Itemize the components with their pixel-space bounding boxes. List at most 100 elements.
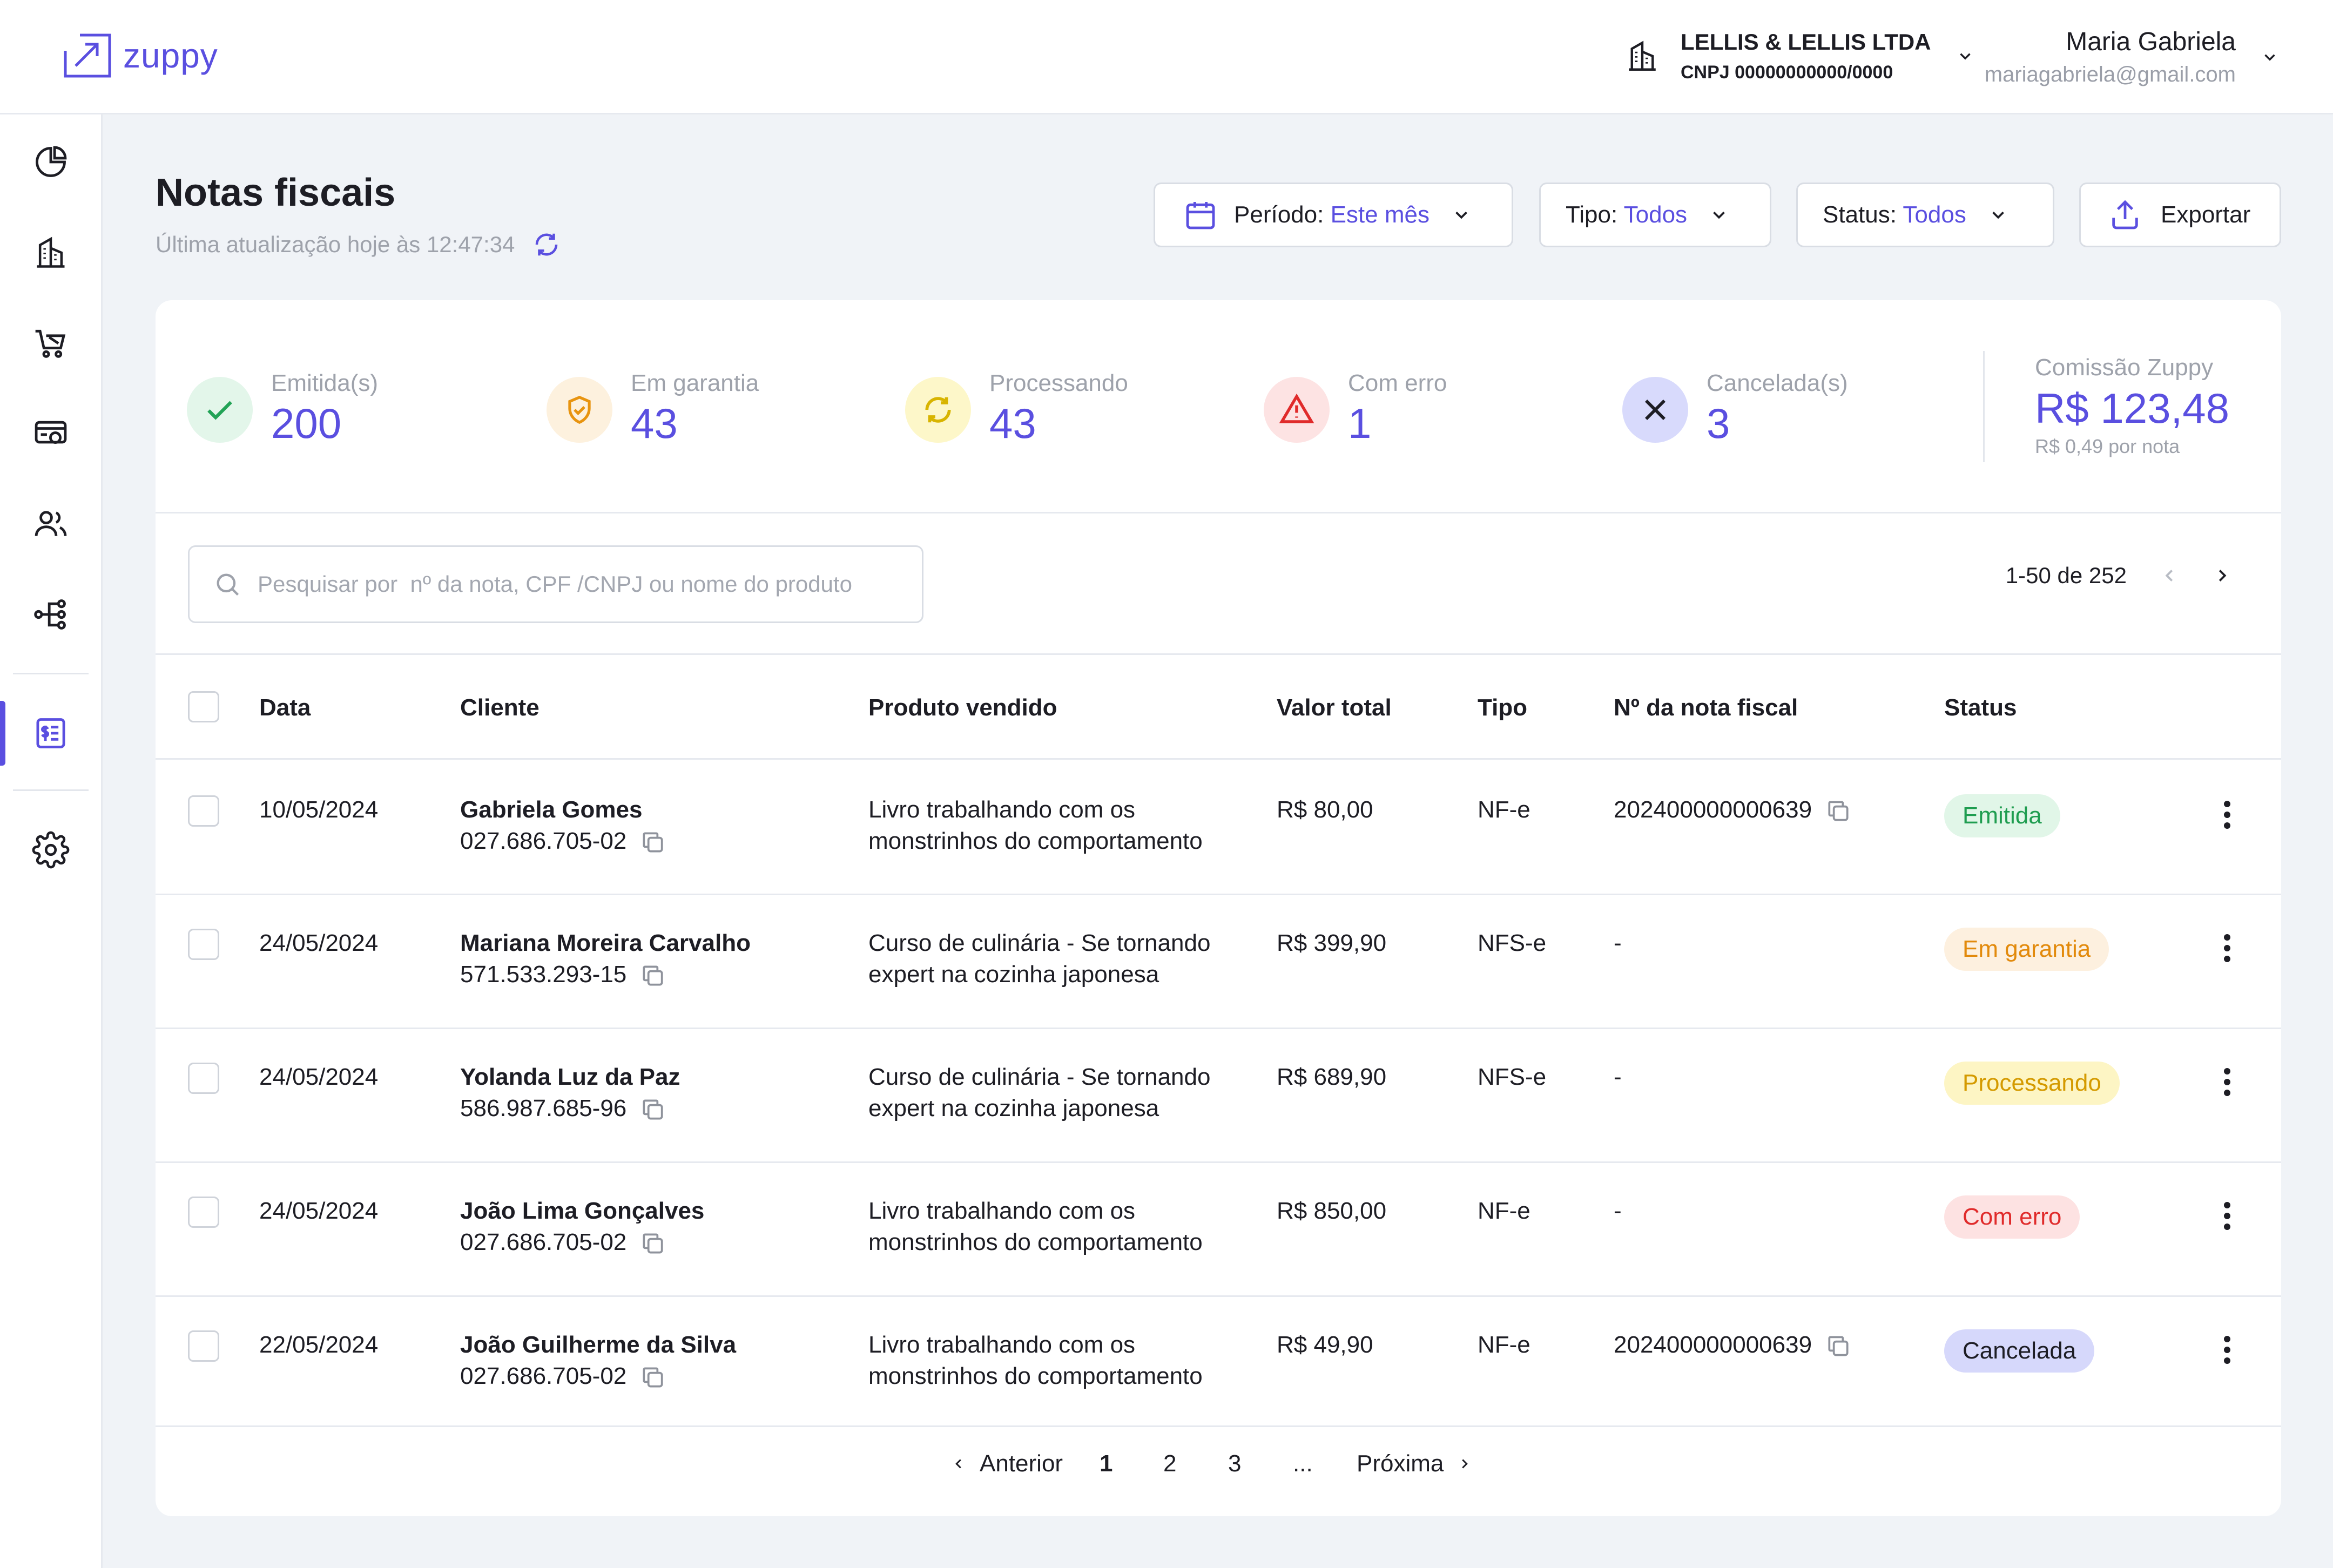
column-header-type[interactable]: Tipo: [1478, 694, 1528, 721]
sidebar-item-sales[interactable]: [0, 311, 101, 376]
table-row[interactable]: 24/05/2024 Mariana Moreira Carvalho 571.…: [156, 895, 2281, 1029]
stat-label: Cancelada(s): [1707, 370, 1848, 396]
user-name: Maria Gabriela: [2066, 28, 2236, 56]
previous-page-label: Anterior: [980, 1450, 1063, 1477]
row-client: Gabriela Gomes 027.686.705-02: [460, 794, 666, 857]
client-doc-text: 027.686.705-02: [460, 828, 627, 854]
page-number-current[interactable]: 1: [1100, 1450, 1113, 1477]
column-header-date[interactable]: Data: [259, 694, 311, 721]
status-badge: Processando: [1944, 1062, 2120, 1105]
row-checkbox[interactable]: [188, 1330, 219, 1362]
sidebar-item-payments[interactable]: [0, 401, 101, 465]
product-line: Livro trabalhando com os: [868, 796, 1136, 823]
row-type: NFS-e: [1478, 930, 1547, 956]
stat-error-badge: [1264, 377, 1330, 443]
client-document: 571.533.293-15: [460, 959, 751, 990]
type-filter[interactable]: Tipo: Todos: [1539, 183, 1771, 247]
check-icon: [207, 401, 232, 420]
row-value: R$ 399,90: [1277, 930, 1387, 956]
column-header-product[interactable]: Produto vendido: [868, 694, 1057, 721]
row-client: João Guilherme da Silva 027.686.705-02: [460, 1329, 736, 1392]
divider: [156, 1425, 2281, 1427]
company-name: LELLIS & LELLIS LTDA: [1681, 29, 1931, 55]
row-client: Mariana Moreira Carvalho 571.533.293-15: [460, 928, 751, 990]
cart-icon: [35, 329, 65, 358]
sidebar-item-dashboard[interactable]: [0, 130, 101, 194]
previous-page-button[interactable]: Anterior: [950, 1450, 1063, 1477]
status-filter-label: Status: Todos: [1823, 201, 1966, 228]
more-options-icon[interactable]: [2222, 799, 2233, 831]
commission-label: Comissão Zuppy: [2035, 354, 2214, 381]
copy-icon[interactable]: [1825, 1333, 1852, 1360]
divider: [156, 1028, 2281, 1029]
next-page-button[interactable]: Próxima: [1357, 1450, 1473, 1477]
search-icon: [217, 573, 239, 596]
row-client: Yolanda Luz da Paz 586.987.685-96: [460, 1062, 680, 1124]
page-title: Notas fiscais: [156, 171, 396, 214]
row-date: 24/05/2024: [259, 930, 379, 956]
status-badge: Em garantia: [1944, 928, 2109, 971]
product-line: expert na cozinha japonesa: [868, 961, 1159, 988]
copy-icon[interactable]: [1825, 797, 1852, 824]
copy-icon[interactable]: [639, 1230, 666, 1257]
search-box[interactable]: [188, 545, 923, 623]
brand-logo[interactable]: zuppy: [64, 33, 218, 78]
more-options-icon[interactable]: [2222, 1200, 2233, 1232]
row-product: Livro trabalhando com os monstrinhos do …: [868, 1329, 1203, 1392]
chevron-right-icon[interactable]: [2212, 565, 2233, 586]
page-number[interactable]: 2: [1163, 1450, 1177, 1477]
copy-icon[interactable]: [639, 1096, 666, 1123]
more-options-icon[interactable]: [2222, 1066, 2233, 1098]
export-button[interactable]: Exportar: [2079, 183, 2281, 247]
refresh-icon[interactable]: [532, 230, 561, 259]
sidebar-item-integrations[interactable]: [0, 582, 101, 647]
product-line: expert na cozinha japonesa: [868, 1095, 1159, 1121]
user-menu[interactable]: Maria Gabriela mariagabriela@gmail.com: [1985, 25, 2279, 90]
copy-icon[interactable]: [639, 962, 666, 989]
commission-per-note: R$ 0,49 por nota: [2035, 435, 2180, 457]
search-input[interactable]: [257, 571, 907, 598]
column-header-value[interactable]: Valor total: [1277, 694, 1392, 721]
row-checkbox[interactable]: [188, 929, 219, 960]
user-email: mariagabriela@gmail.com: [1984, 63, 2236, 86]
page-number[interactable]: 3: [1228, 1450, 1242, 1477]
row-invoice-number: -: [1614, 1064, 1622, 1090]
product-line: Livro trabalhando com os: [868, 1332, 1136, 1358]
row-checkbox[interactable]: [188, 1063, 219, 1094]
period-filter[interactable]: Período: Este mês: [1154, 183, 1513, 247]
divider: [156, 1295, 2281, 1297]
status-filter[interactable]: Status: Todos: [1796, 183, 2054, 247]
client-document: 027.686.705-02: [460, 1227, 704, 1258]
sidebar-item-users[interactable]: [0, 491, 101, 556]
table-row[interactable]: 10/05/2024 Gabriela Gomes 027.686.705-02…: [156, 760, 2281, 894]
type-label: Tipo: [1566, 201, 1611, 228]
copy-icon[interactable]: [639, 829, 666, 856]
chevron-left-icon[interactable]: [2159, 565, 2180, 586]
column-header-invoice-number[interactable]: Nº da nota fiscal: [1614, 694, 1798, 721]
copy-icon[interactable]: [639, 1364, 666, 1391]
client-document: 027.686.705-02: [460, 826, 666, 857]
stat-processing: Processando 43: [905, 368, 1128, 448]
sidebar-item-settings[interactable]: [0, 817, 101, 882]
client-name: Yolanda Luz da Paz: [460, 1064, 680, 1090]
product-line: Livro trabalhando com os: [868, 1198, 1136, 1224]
row-checkbox[interactable]: [188, 1197, 219, 1228]
sidebar-item-companies[interactable]: [0, 220, 101, 285]
divider: [156, 894, 2281, 895]
more-options-icon[interactable]: [2222, 1334, 2233, 1366]
status-value: Todos: [1903, 201, 1966, 228]
table-row[interactable]: 24/05/2024 Yolanda Luz da Paz 586.987.68…: [156, 1029, 2281, 1163]
row-checkbox[interactable]: [188, 795, 219, 827]
chevron-down-icon: [2264, 54, 2275, 61]
table-row[interactable]: 22/05/2024 João Guilherme da Silva 027.6…: [156, 1297, 2281, 1431]
status-badge: Com erro: [1944, 1195, 2080, 1239]
column-header-client[interactable]: Cliente: [460, 694, 540, 721]
divider: [156, 653, 2281, 655]
table-row[interactable]: 24/05/2024 João Lima Gonçalves 027.686.7…: [156, 1163, 2281, 1297]
last-update: Última atualização hoje às 12:47:34: [156, 230, 561, 259]
select-all-checkbox[interactable]: [188, 691, 219, 722]
sidebar-item-invoices[interactable]: [0, 701, 101, 766]
more-options-icon[interactable]: [2222, 932, 2233, 964]
company-selector[interactable]: LELLIS & LELLIS LTDA CNPJ 00000000000/00…: [1624, 26, 1974, 86]
column-header-status[interactable]: Status: [1944, 694, 2017, 721]
